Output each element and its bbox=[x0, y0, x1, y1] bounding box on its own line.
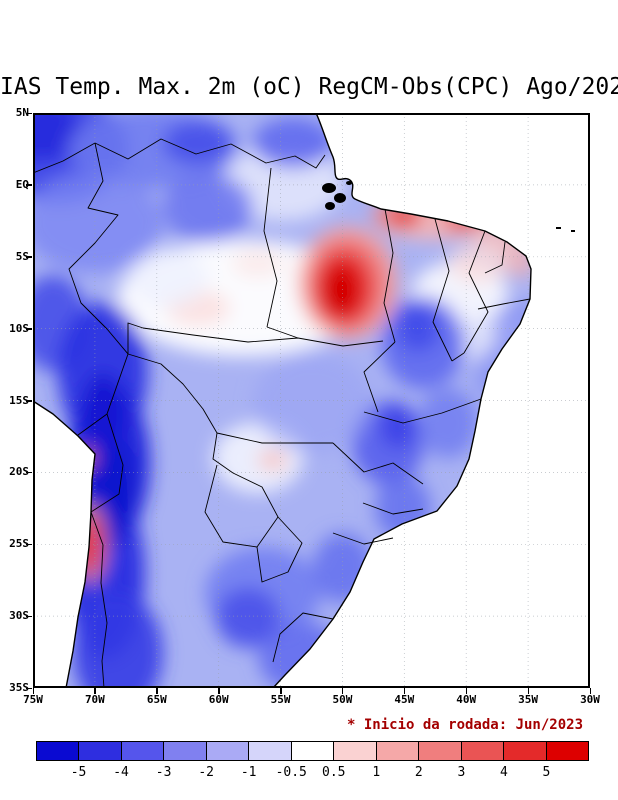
colorbar-segment bbox=[334, 742, 377, 760]
colorbar-segment bbox=[419, 742, 462, 760]
lat-tick bbox=[26, 112, 32, 114]
colorbar-segment bbox=[121, 742, 165, 760]
colorbar-segment bbox=[461, 742, 505, 760]
lat-tick bbox=[26, 256, 32, 258]
lon-label: 50W bbox=[332, 693, 353, 706]
map-border bbox=[33, 113, 590, 688]
lon-tick bbox=[94, 688, 96, 694]
colorbar-tick-label: 5 bbox=[542, 765, 551, 780]
lat-tick bbox=[26, 471, 32, 474]
colorbar-segment bbox=[376, 742, 420, 760]
colorbar-tick-label: 3 bbox=[457, 765, 466, 780]
colorbar-segment bbox=[546, 742, 589, 760]
colorbar-tick-label: -2 bbox=[198, 765, 214, 780]
lat-label: 30S bbox=[9, 609, 29, 623]
lat-label: 20S bbox=[9, 465, 29, 479]
lon-label: 35W bbox=[518, 693, 539, 706]
lon-label: 75W bbox=[23, 693, 43, 706]
lon-label: 30W bbox=[580, 693, 600, 706]
lat-label: EQ bbox=[15, 177, 29, 191]
colorbar-tick-label: 1 bbox=[372, 765, 381, 780]
lat-tick bbox=[26, 615, 32, 618]
chart-title: IAS Temp. Max. 2m (oC) RegCM-Obs(CPC) Ag… bbox=[0, 74, 618, 100]
colorbar-segment bbox=[37, 742, 80, 760]
lon-label: 45W bbox=[394, 693, 415, 706]
colorbar-tick-label: -5 bbox=[70, 765, 87, 780]
lat-tick bbox=[26, 687, 32, 689]
lat-tick bbox=[26, 328, 32, 330]
colorbar-tick-label: -3 bbox=[155, 765, 172, 780]
lon-tick bbox=[527, 688, 530, 694]
run-note: * Inicio da rodada: Jun/2023 bbox=[347, 717, 584, 733]
lat-tick bbox=[26, 400, 32, 402]
lat-tick bbox=[26, 184, 32, 186]
lon-tick bbox=[32, 688, 34, 694]
lat-label: 5S bbox=[15, 249, 29, 263]
lon-tick bbox=[341, 688, 344, 694]
map-frame bbox=[32, 112, 590, 689]
lon-tick bbox=[403, 688, 406, 694]
amazon-delta-islands bbox=[322, 181, 575, 232]
colorbar-segment bbox=[291, 742, 335, 760]
lon-tick bbox=[280, 688, 282, 694]
lat-label: 15S bbox=[9, 393, 29, 407]
lat-label: 25S bbox=[9, 537, 29, 551]
lat-tick bbox=[26, 543, 32, 546]
bias-map bbox=[32, 112, 590, 689]
colorbar-tick-label: 2 bbox=[414, 765, 423, 780]
lon-tick bbox=[589, 688, 591, 694]
lon-tick bbox=[218, 688, 220, 694]
political-borders bbox=[32, 138, 531, 689]
colorbar-tick-label: -4 bbox=[113, 765, 129, 780]
colorbar-tick-label: -1 bbox=[240, 765, 257, 780]
coastline bbox=[32, 112, 532, 689]
colorbar-tick-label: 4 bbox=[500, 765, 508, 780]
colorbar bbox=[36, 741, 589, 761]
colorbar-segment bbox=[206, 742, 250, 760]
lon-label: 55W bbox=[270, 693, 291, 706]
graticule-gridlines bbox=[33, 113, 590, 688]
lon-label: 65W bbox=[146, 693, 167, 706]
colorbar-tick-label: -0.5 bbox=[275, 765, 307, 780]
colorbar-segment bbox=[164, 742, 207, 760]
lon-label: 70W bbox=[84, 693, 105, 706]
lat-label: 35S bbox=[9, 681, 29, 694]
lon-tick bbox=[465, 688, 468, 694]
lon-label: 40W bbox=[456, 693, 477, 706]
lon-label: 60W bbox=[208, 693, 229, 706]
colorbar-segment bbox=[504, 742, 547, 760]
colorbar-segment bbox=[249, 742, 292, 760]
lon-tick bbox=[156, 688, 158, 694]
colorbar-tick-label: 0.5 bbox=[322, 765, 346, 780]
colorbar-segment bbox=[79, 742, 122, 760]
lat-label: 10S bbox=[9, 321, 29, 335]
lat-label: 5N bbox=[15, 106, 29, 119]
